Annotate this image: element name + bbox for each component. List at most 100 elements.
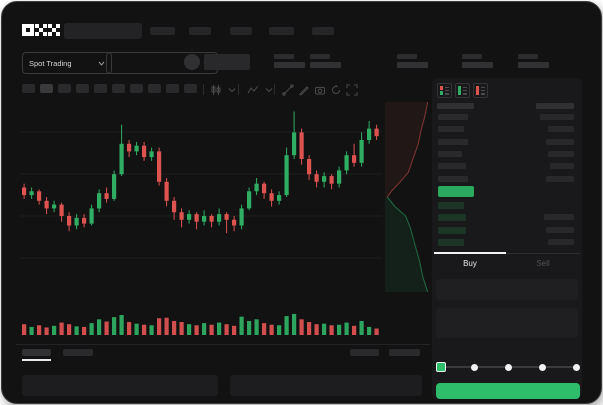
timeframe-placeholder[interactable] xyxy=(166,84,179,93)
orderbook-bids-view-icon[interactable] xyxy=(455,83,470,98)
screenshot-icon[interactable] xyxy=(313,83,326,96)
bottom-action-placeholder[interactable] xyxy=(350,349,379,356)
nav-item-placeholder[interactable] xyxy=(230,27,252,35)
timeframe-placeholder[interactable] xyxy=(22,84,35,93)
bid-row-price[interactable] xyxy=(438,226,466,234)
timeframe-placeholder[interactable] xyxy=(184,84,197,93)
orderbook-header-price xyxy=(437,103,474,109)
volume-bar xyxy=(52,325,57,335)
bottom-tab-placeholder[interactable] xyxy=(63,349,93,356)
bid-row-amount[interactable] xyxy=(546,226,574,233)
chevron-down-icon xyxy=(98,61,105,66)
volume-bar xyxy=(59,322,64,335)
candle-body xyxy=(374,128,379,137)
candle-body xyxy=(112,174,117,199)
volume-bar xyxy=(89,323,94,335)
volume-bar xyxy=(172,320,177,335)
ask-row-price[interactable] xyxy=(438,138,468,145)
ask-row-amount[interactable] xyxy=(550,163,574,170)
slider-step-dot[interactable] xyxy=(505,364,512,371)
candle-body xyxy=(269,193,274,201)
nav-item-placeholder[interactable] xyxy=(312,27,334,35)
candle-body xyxy=(194,214,199,222)
depth-asks-line xyxy=(386,101,429,198)
nav-item-placeholder[interactable] xyxy=(269,27,294,35)
candle-body xyxy=(37,191,42,201)
toolbar-divider xyxy=(238,84,239,95)
bottom-tab-placeholder[interactable] xyxy=(22,349,51,356)
chevron-down-icon[interactable] xyxy=(225,83,238,96)
candle-body xyxy=(262,183,267,194)
ask-row-price[interactable] xyxy=(438,114,468,120)
tab-buy[interactable]: Buy xyxy=(463,259,477,268)
amount-field[interactable] xyxy=(436,308,578,338)
volume-bar xyxy=(194,325,199,335)
toolbar-divider xyxy=(203,84,204,95)
volume-bar xyxy=(344,322,349,335)
timeframe-placeholder[interactable] xyxy=(40,84,53,93)
bottom-panel xyxy=(230,375,422,396)
nav-item-placeholder[interactable] xyxy=(150,27,175,35)
tab-sell[interactable]: Sell xyxy=(536,259,550,268)
ask-row-amount[interactable] xyxy=(548,150,574,157)
chevron-down-icon[interactable] xyxy=(262,83,275,96)
buy-submit-button[interactable] xyxy=(436,383,580,399)
ask-row-price[interactable] xyxy=(438,175,468,182)
ask-row-amount[interactable] xyxy=(548,126,574,133)
ask-row-amount[interactable] xyxy=(546,138,574,145)
volume-bar xyxy=(329,325,334,335)
slider-step-dot[interactable] xyxy=(539,364,546,371)
bid-row-price[interactable] xyxy=(438,214,466,222)
bid-row-price[interactable] xyxy=(438,238,464,246)
bid-row-amount[interactable] xyxy=(544,214,574,221)
price-field[interactable] xyxy=(436,279,578,300)
slider-step-dot[interactable] xyxy=(471,364,478,371)
search-input[interactable] xyxy=(64,23,142,39)
stat-value-placeholder xyxy=(518,62,549,68)
ask-row-amount[interactable] xyxy=(546,175,574,182)
volume-bar xyxy=(202,323,207,335)
timeframe-placeholder[interactable] xyxy=(58,84,71,93)
market-type-selector[interactable]: Spot Trading xyxy=(22,52,112,74)
draw-tool-icon[interactable] xyxy=(297,83,310,96)
volume-bar xyxy=(97,319,102,335)
ask-row-price[interactable] xyxy=(438,126,464,133)
stat-label-placeholder xyxy=(397,54,417,59)
candle-body xyxy=(74,217,79,226)
timeframe-placeholder[interactable] xyxy=(76,84,89,93)
bottom-action-placeholder[interactable] xyxy=(389,349,420,356)
tab-divider xyxy=(506,253,580,254)
volume-bar xyxy=(292,313,297,335)
candle-style-icon[interactable] xyxy=(209,83,222,96)
timeframe-placeholder[interactable] xyxy=(112,84,125,93)
depth-asks-area xyxy=(385,102,428,197)
last-price-badge[interactable] xyxy=(438,186,474,197)
orderbook-split-view-icon[interactable] xyxy=(437,83,452,98)
timeframe-placeholder[interactable] xyxy=(94,84,107,93)
stat-value-placeholder xyxy=(462,62,493,68)
bid-row-price[interactable] xyxy=(438,202,464,209)
fullscreen-icon[interactable] xyxy=(345,83,358,96)
market-type-label: Spot Trading xyxy=(29,58,72,68)
timeframe-placeholder[interactable] xyxy=(130,84,143,93)
nav-item-placeholder[interactable] xyxy=(189,27,211,35)
volume-bar xyxy=(179,322,184,335)
orderbook-asks-view-icon[interactable] xyxy=(473,83,488,98)
volume-bar xyxy=(104,321,109,335)
slider-step-dot[interactable] xyxy=(573,364,580,371)
volume-bar xyxy=(232,325,237,335)
timeframe-placeholder[interactable] xyxy=(148,84,161,93)
ask-row-price[interactable] xyxy=(438,163,466,170)
refresh-icon[interactable] xyxy=(329,83,342,96)
ask-row-amount[interactable] xyxy=(540,114,574,120)
ask-row-price[interactable] xyxy=(438,150,462,157)
candle-body xyxy=(307,159,312,175)
volume-bar xyxy=(157,318,162,335)
bid-row-amount[interactable] xyxy=(548,238,574,245)
trend-line-icon[interactable] xyxy=(281,83,294,96)
slider-handle[interactable] xyxy=(436,362,446,372)
okx-logo[interactable] xyxy=(22,24,60,37)
indicators-icon[interactable] xyxy=(246,83,259,96)
candle-body xyxy=(157,151,162,182)
